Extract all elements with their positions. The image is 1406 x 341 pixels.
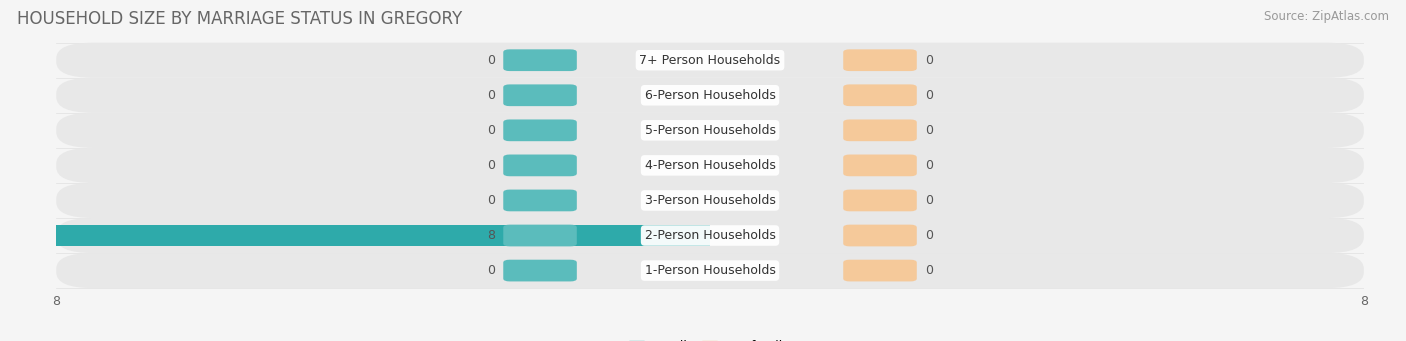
FancyBboxPatch shape (844, 49, 917, 71)
Text: 0: 0 (486, 124, 495, 137)
Text: 0: 0 (925, 124, 934, 137)
FancyBboxPatch shape (56, 43, 1364, 78)
Text: 0: 0 (925, 194, 934, 207)
FancyBboxPatch shape (56, 183, 1364, 218)
FancyBboxPatch shape (56, 218, 1364, 253)
Text: 0: 0 (925, 54, 934, 67)
FancyBboxPatch shape (56, 78, 1364, 113)
FancyBboxPatch shape (844, 260, 917, 281)
FancyBboxPatch shape (844, 154, 917, 176)
Text: 0: 0 (486, 194, 495, 207)
FancyBboxPatch shape (844, 190, 917, 211)
FancyBboxPatch shape (56, 253, 1364, 288)
Text: 4-Person Households: 4-Person Households (644, 159, 776, 172)
Text: 0: 0 (925, 264, 934, 277)
Text: 3-Person Households: 3-Person Households (644, 194, 776, 207)
FancyBboxPatch shape (503, 119, 576, 141)
FancyBboxPatch shape (503, 84, 576, 106)
FancyBboxPatch shape (56, 148, 1364, 183)
FancyBboxPatch shape (503, 260, 576, 281)
Text: 0: 0 (925, 89, 934, 102)
FancyBboxPatch shape (56, 113, 1364, 148)
FancyBboxPatch shape (503, 154, 576, 176)
Text: 0: 0 (486, 159, 495, 172)
FancyBboxPatch shape (503, 190, 576, 211)
Text: 0: 0 (486, 264, 495, 277)
Legend: Family, Nonfamily: Family, Nonfamily (630, 340, 790, 341)
Text: 0: 0 (925, 159, 934, 172)
FancyBboxPatch shape (844, 225, 917, 247)
Text: 1-Person Households: 1-Person Households (644, 264, 776, 277)
Text: Source: ZipAtlas.com: Source: ZipAtlas.com (1264, 10, 1389, 23)
Text: 5-Person Households: 5-Person Households (644, 124, 776, 137)
Text: 8: 8 (486, 229, 495, 242)
Bar (56, 225, 710, 247)
FancyBboxPatch shape (503, 225, 576, 247)
Text: 0: 0 (925, 229, 934, 242)
Text: 0: 0 (486, 54, 495, 67)
Text: 0: 0 (486, 89, 495, 102)
Text: 7+ Person Households: 7+ Person Households (640, 54, 780, 67)
Text: 2-Person Households: 2-Person Households (644, 229, 776, 242)
Text: HOUSEHOLD SIZE BY MARRIAGE STATUS IN GREGORY: HOUSEHOLD SIZE BY MARRIAGE STATUS IN GRE… (17, 10, 463, 28)
FancyBboxPatch shape (844, 84, 917, 106)
FancyBboxPatch shape (503, 49, 576, 71)
FancyBboxPatch shape (844, 119, 917, 141)
Text: 6-Person Households: 6-Person Households (644, 89, 776, 102)
